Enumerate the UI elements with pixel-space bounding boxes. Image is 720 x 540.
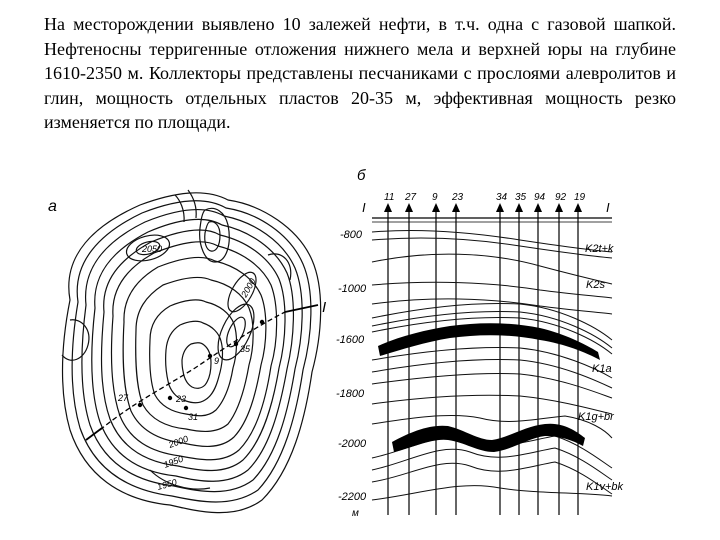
structure-map: а xyxy=(48,189,326,514)
map-contours xyxy=(61,189,322,514)
stratum-label: K1a xyxy=(592,363,612,375)
stratum-label: K1v+bk xyxy=(586,481,623,493)
depth-label: -1600 xyxy=(336,334,365,346)
section-left-end-label: I xyxy=(362,200,366,215)
depth-label: -1800 xyxy=(336,388,365,400)
section-panel-label: б xyxy=(357,167,366,184)
well-marker xyxy=(167,395,173,401)
contour-label: 2000 xyxy=(166,434,189,451)
well-number: 35 xyxy=(515,192,527,203)
contour-label: 1950 xyxy=(156,477,178,492)
well-number-labels: 11 27 9 23 34 35 94 92 19 xyxy=(384,192,586,203)
unit-label: м xyxy=(352,508,359,519)
well-label: 9 xyxy=(214,356,219,366)
oil-reservoirs xyxy=(378,323,600,452)
contour-label: 1950 xyxy=(162,454,184,470)
contour-label: 2050 xyxy=(141,244,162,254)
depth-label: -2200 xyxy=(338,491,367,503)
section-line-start xyxy=(85,427,103,441)
section-line-end xyxy=(284,304,319,313)
depth-label: -2000 xyxy=(338,438,367,450)
depth-label: -1000 xyxy=(338,283,367,295)
stratum-label: K2t+k xyxy=(585,243,614,255)
well-number: 92 xyxy=(555,192,567,203)
well-label: 31 xyxy=(188,412,198,422)
section-line xyxy=(99,311,286,431)
map-panel-label: а xyxy=(48,198,57,215)
geologic-section: б I I 11 27 9 23 34 35 94 92 19 xyxy=(336,167,623,519)
depth-labels: -800 -1000 -1600 -1800 -2000 -2200 м xyxy=(336,229,367,519)
well-marker xyxy=(137,402,143,408)
well-number: 19 xyxy=(574,192,586,203)
well-label: 27 xyxy=(117,393,129,403)
well-label: 35 xyxy=(240,344,251,354)
well-number: 34 xyxy=(496,192,508,203)
strata-labels: K2t+k K2s K1a K1g+br K1v+bk xyxy=(578,243,623,493)
map-wells xyxy=(137,319,265,411)
well-marker xyxy=(233,341,239,347)
well-number: 9 xyxy=(432,192,438,203)
well-label: 23 xyxy=(175,394,186,404)
section-layers xyxy=(371,229,613,501)
well-number: 23 xyxy=(451,192,464,203)
stratum-label: K1g+br xyxy=(578,411,615,423)
description-paragraph: На месторождении выявлено 10 залежей неф… xyxy=(44,14,676,132)
section-right-end-label: I xyxy=(606,200,610,215)
section-line-label: I xyxy=(322,299,326,316)
well-marker xyxy=(183,405,189,411)
well-number: 27 xyxy=(404,192,417,203)
well-number: 94 xyxy=(534,192,546,203)
well-marker xyxy=(207,353,213,359)
well-arrows xyxy=(384,203,582,212)
stratum-label: K2s xyxy=(586,279,605,291)
well-marker xyxy=(259,319,265,325)
well-number: 11 xyxy=(384,192,394,203)
depth-label: -800 xyxy=(340,229,363,241)
